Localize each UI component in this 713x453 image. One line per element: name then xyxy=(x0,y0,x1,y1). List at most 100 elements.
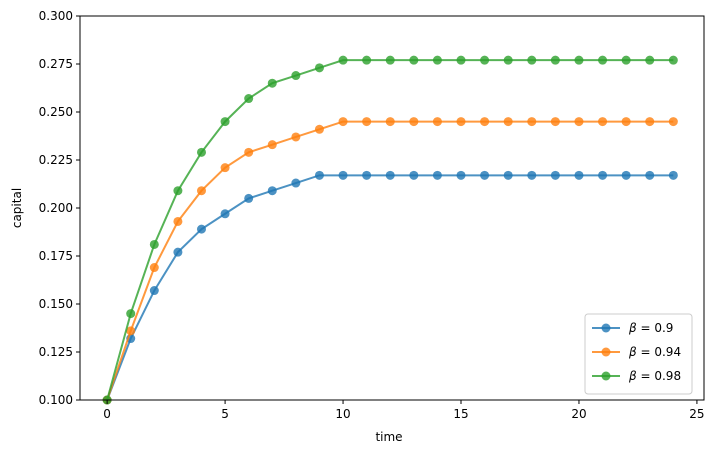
y-tick-label: 0.100 xyxy=(39,393,73,407)
series-layer xyxy=(102,55,678,405)
data-point xyxy=(409,170,419,180)
data-point xyxy=(621,117,631,127)
x-tick-label: 0 xyxy=(103,407,111,421)
x-tick-label: 10 xyxy=(335,407,350,421)
data-point xyxy=(621,55,631,65)
data-point xyxy=(456,55,466,65)
y-axis-label: capital xyxy=(10,188,24,228)
legend-label-1: β = 0.94 xyxy=(628,345,681,359)
data-point xyxy=(621,170,631,180)
data-point xyxy=(362,170,372,180)
data-point xyxy=(668,117,678,127)
data-point xyxy=(503,170,513,180)
data-point xyxy=(598,170,608,180)
data-point xyxy=(149,263,159,273)
legend-marker-1 xyxy=(601,347,611,357)
data-point xyxy=(574,117,584,127)
data-point xyxy=(126,326,136,336)
data-point xyxy=(456,170,466,180)
data-point xyxy=(149,286,159,296)
data-point xyxy=(196,147,206,157)
legend-label-2: β = 0.98 xyxy=(628,369,681,383)
data-point xyxy=(362,117,372,127)
data-point xyxy=(173,247,183,257)
data-point xyxy=(314,170,324,180)
data-point xyxy=(385,170,395,180)
data-point xyxy=(432,117,442,127)
data-point xyxy=(574,55,584,65)
y-tick-label: 0.225 xyxy=(39,153,73,167)
data-point xyxy=(244,94,254,104)
data-point xyxy=(668,55,678,65)
x-tick-label: 20 xyxy=(571,407,586,421)
data-point xyxy=(173,186,183,196)
x-tick-label: 25 xyxy=(689,407,704,421)
data-point xyxy=(196,186,206,196)
data-point xyxy=(149,239,159,249)
legend-marker-2 xyxy=(601,371,611,381)
data-point xyxy=(385,55,395,65)
data-point xyxy=(314,63,324,73)
data-point xyxy=(338,117,348,127)
data-point xyxy=(244,193,254,203)
data-point xyxy=(220,163,230,173)
data-point xyxy=(503,117,513,127)
data-point xyxy=(527,55,537,65)
data-point xyxy=(480,170,490,180)
data-point xyxy=(196,224,206,234)
data-point xyxy=(480,117,490,127)
data-point xyxy=(432,170,442,180)
data-point xyxy=(409,117,419,127)
ticks-layer: 0 5 10 15 20 25 0.100 0.125 0.150 0.175 0.200 0.225… xyxy=(39,9,705,421)
data-point xyxy=(409,55,419,65)
data-point xyxy=(480,55,490,65)
data-point xyxy=(338,55,348,65)
data-point xyxy=(456,117,466,127)
data-point xyxy=(598,117,608,127)
x-axis-label: time xyxy=(375,430,402,444)
data-point xyxy=(126,309,136,319)
data-point xyxy=(645,117,655,127)
data-point xyxy=(385,117,395,127)
data-point xyxy=(527,170,537,180)
y-tick-label: 0.300 xyxy=(39,9,73,23)
data-point xyxy=(598,55,608,65)
y-tick-label: 0.150 xyxy=(39,297,73,311)
data-point xyxy=(338,170,348,180)
data-point xyxy=(550,170,560,180)
data-point xyxy=(362,55,372,65)
data-point xyxy=(432,55,442,65)
y-tick-label: 0.125 xyxy=(39,345,73,359)
data-point xyxy=(220,209,230,219)
legend-marker-0 xyxy=(601,323,611,333)
legend-label-0: β = 0.9 xyxy=(628,321,673,335)
data-point xyxy=(574,170,584,180)
data-point xyxy=(291,71,301,81)
legend-box xyxy=(584,313,693,395)
y-tick-label: 0.200 xyxy=(39,201,73,215)
data-point xyxy=(550,55,560,65)
data-point xyxy=(668,170,678,180)
data-point xyxy=(291,132,301,142)
data-point xyxy=(173,216,183,226)
data-point xyxy=(291,178,301,188)
data-point xyxy=(550,117,560,127)
data-point xyxy=(220,117,230,127)
data-point xyxy=(314,124,324,134)
data-point xyxy=(267,186,277,196)
data-point xyxy=(244,147,254,157)
data-point xyxy=(267,78,277,88)
data-point xyxy=(645,55,655,65)
y-tick-label: 0.275 xyxy=(39,57,73,71)
legend: β = 0.9 β = 0.94 β = 0.98 xyxy=(584,313,693,395)
data-point xyxy=(267,140,277,150)
data-point xyxy=(645,170,655,180)
data-point xyxy=(503,55,513,65)
data-point xyxy=(527,117,537,127)
y-tick-label: 0.250 xyxy=(39,105,73,119)
x-tick-label: 5 xyxy=(221,407,229,421)
y-tick-label: 0.175 xyxy=(39,249,73,263)
x-tick-label: 15 xyxy=(453,407,468,421)
